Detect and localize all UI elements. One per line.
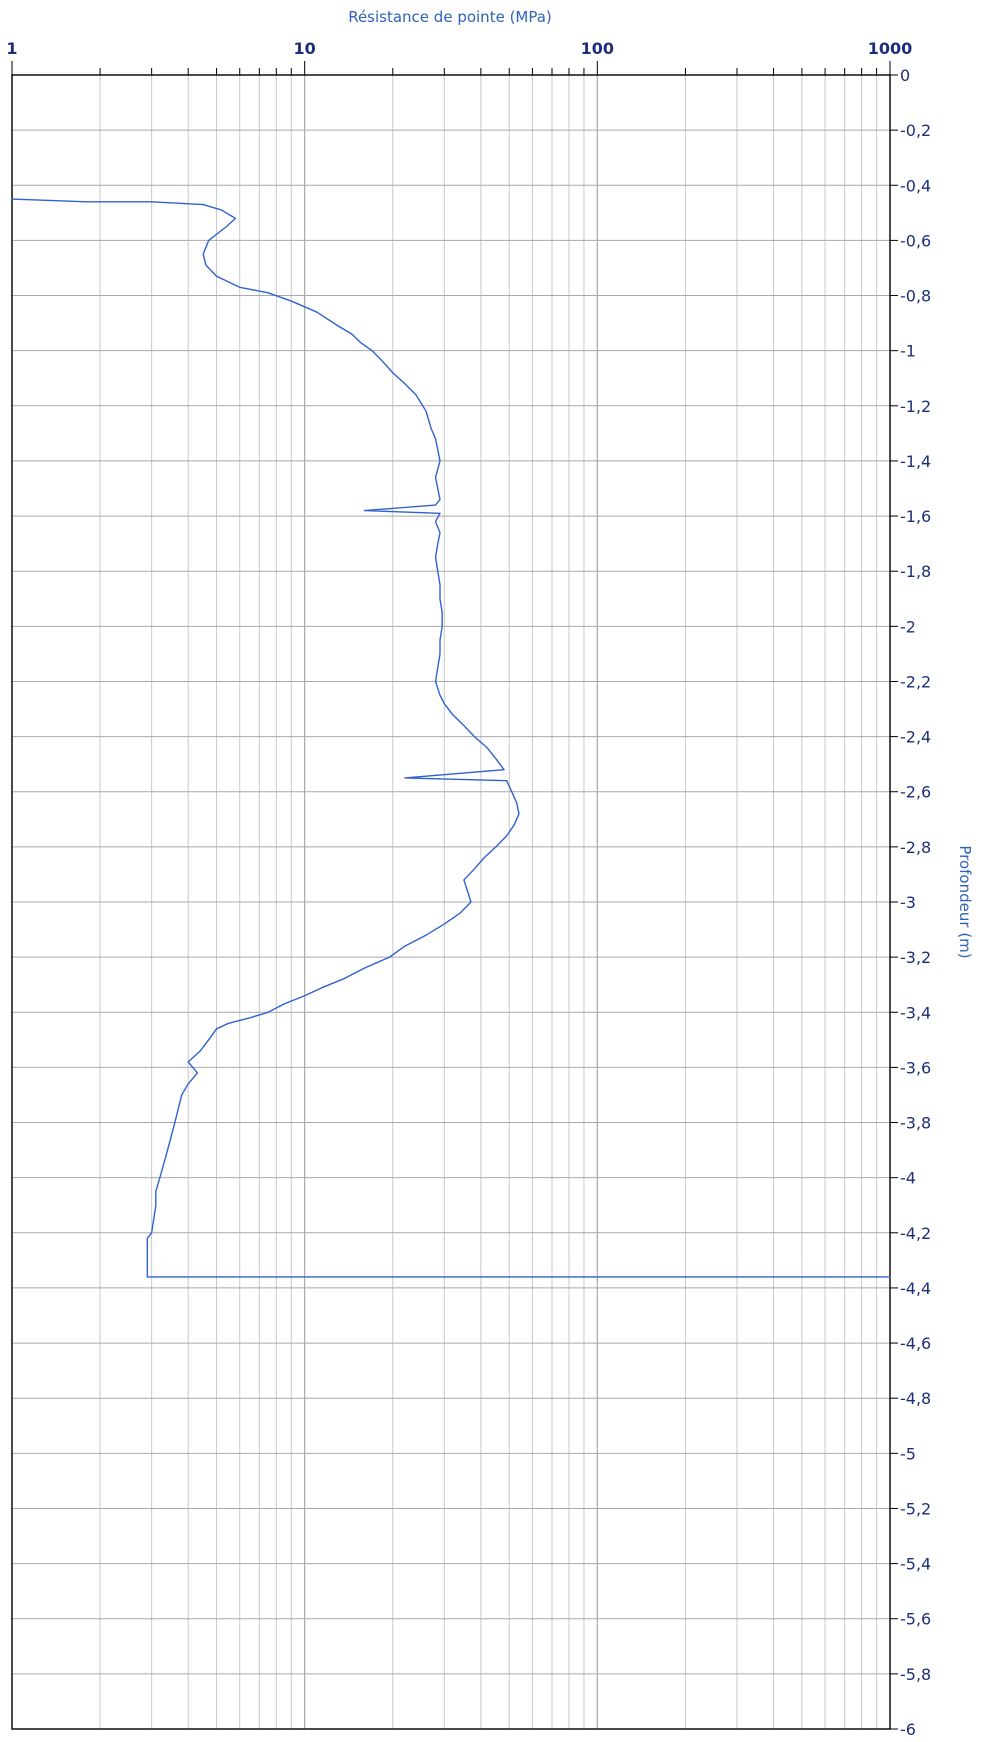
x-tick-label: 1000 [868, 39, 913, 58]
y-tick-label: -4,4 [900, 1279, 931, 1298]
y-tick-label: -2 [900, 617, 916, 636]
y-tick-label: -5,4 [900, 1555, 931, 1574]
y-tick-label: -2,4 [900, 728, 931, 747]
y-tick-label: -1,2 [900, 397, 931, 416]
y-tick-label: -1,4 [900, 452, 931, 471]
x-axis-title: Résistance de pointe (MPa) [348, 8, 552, 26]
y-tick-label: -1 [900, 342, 916, 361]
y-tick-label: -4,6 [900, 1334, 931, 1353]
labels-layer: 1 10 100 1000 0 -0,2 -0,4 -0,6 -0,8 -1 -1,2 -1,4 -1,… [6, 8, 974, 1739]
y-tick-label: -6 [900, 1720, 916, 1739]
x-tick-label: 10 [294, 39, 316, 58]
y-tick-label: -0,4 [900, 176, 931, 195]
y-tick-label: -2,8 [900, 838, 931, 857]
y-tick-label: -5,8 [900, 1665, 931, 1684]
y-tick-label: -1,8 [900, 562, 931, 581]
series-line [11, 198, 891, 1278]
y-tick-label: -5,6 [900, 1610, 931, 1629]
y-tick-label: -2,2 [900, 672, 931, 691]
y-axis-title: Profondeur (m) [956, 845, 974, 958]
y-tick-label: -3,8 [900, 1114, 931, 1133]
y-tick-label: -5,2 [900, 1499, 931, 1518]
y-tick-label: 0 [900, 66, 910, 85]
y-tick-label: -3,4 [900, 1003, 931, 1022]
y-tick-label: -4 [900, 1169, 916, 1188]
x-tick-label: 100 [581, 39, 614, 58]
y-tick-label: -0,6 [900, 231, 931, 250]
y-tick-label: -3,6 [900, 1058, 931, 1077]
x-tick-label: 1 [6, 39, 17, 58]
y-tick-label: -4,2 [900, 1224, 931, 1243]
y-tick-label: -1,6 [900, 507, 931, 526]
y-tick-label: -5 [900, 1444, 916, 1463]
y-tick-label: -2,6 [900, 783, 931, 802]
y-tick-label: -3 [900, 893, 916, 912]
ticks-layer [11, 61, 898, 1730]
y-tick-label: -4,8 [900, 1389, 931, 1408]
y-tick-label: -0,2 [900, 121, 931, 140]
y-tick-label: -0,8 [900, 287, 931, 306]
y-tick-label: -3,2 [900, 948, 931, 967]
series-layer [11, 198, 891, 1278]
grid-layer [11, 74, 890, 1730]
